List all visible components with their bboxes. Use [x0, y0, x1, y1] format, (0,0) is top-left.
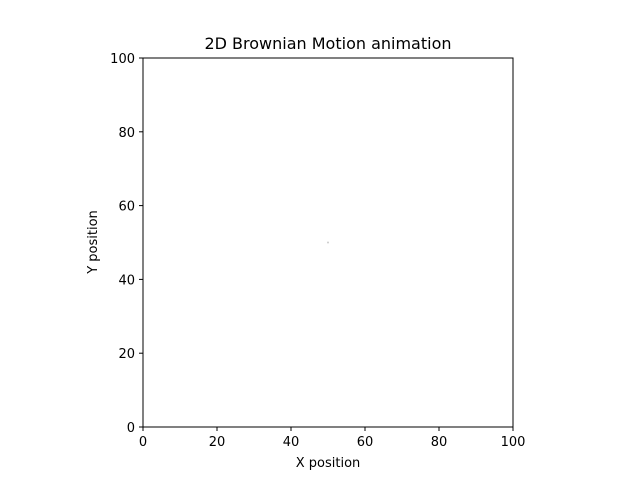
y-tick-label: 40: [118, 273, 135, 288]
x-tick-label: 20: [209, 435, 226, 450]
plot-area-frame: [142, 57, 514, 428]
chart-title: 2D Brownian Motion animation: [204, 34, 451, 53]
x-tick-label: 80: [431, 435, 448, 450]
y-tick-label: 0: [127, 421, 135, 436]
y-tick-label: 60: [118, 200, 135, 215]
y-tick-label: 80: [118, 126, 135, 141]
x-tick-label: 100: [501, 435, 526, 450]
data-points: [327, 241, 329, 244]
x-axis-label: X position: [296, 456, 361, 471]
x-tick-label: 60: [357, 435, 374, 450]
x-axis-ticks: 0 20 40 60 80 100: [139, 427, 526, 450]
y-tick-label: 20: [118, 347, 135, 362]
y-axis-label: Y position: [86, 210, 101, 275]
x-tick-label: 40: [283, 435, 300, 450]
x-tick-label: 0: [139, 435, 147, 450]
y-tick-label: 100: [110, 52, 135, 67]
particle-point: [327, 241, 329, 244]
y-axis-ticks: 0 20 40 60 80 100: [110, 52, 143, 436]
